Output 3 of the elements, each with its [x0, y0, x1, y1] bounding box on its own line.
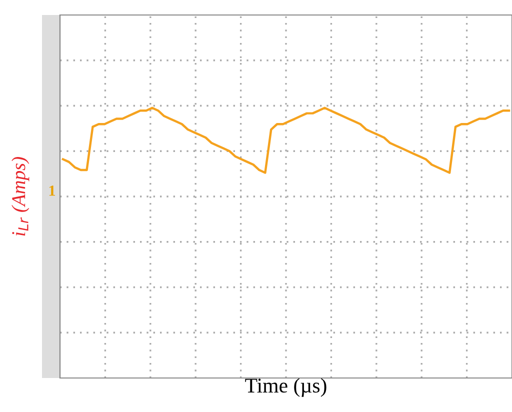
- text: 1: [49, 186, 56, 196]
- x-axis-title: Time (µs): [245, 378, 326, 397]
- y-axis-title: i$_{Lr}$ (Amps): [12, 157, 30, 236]
